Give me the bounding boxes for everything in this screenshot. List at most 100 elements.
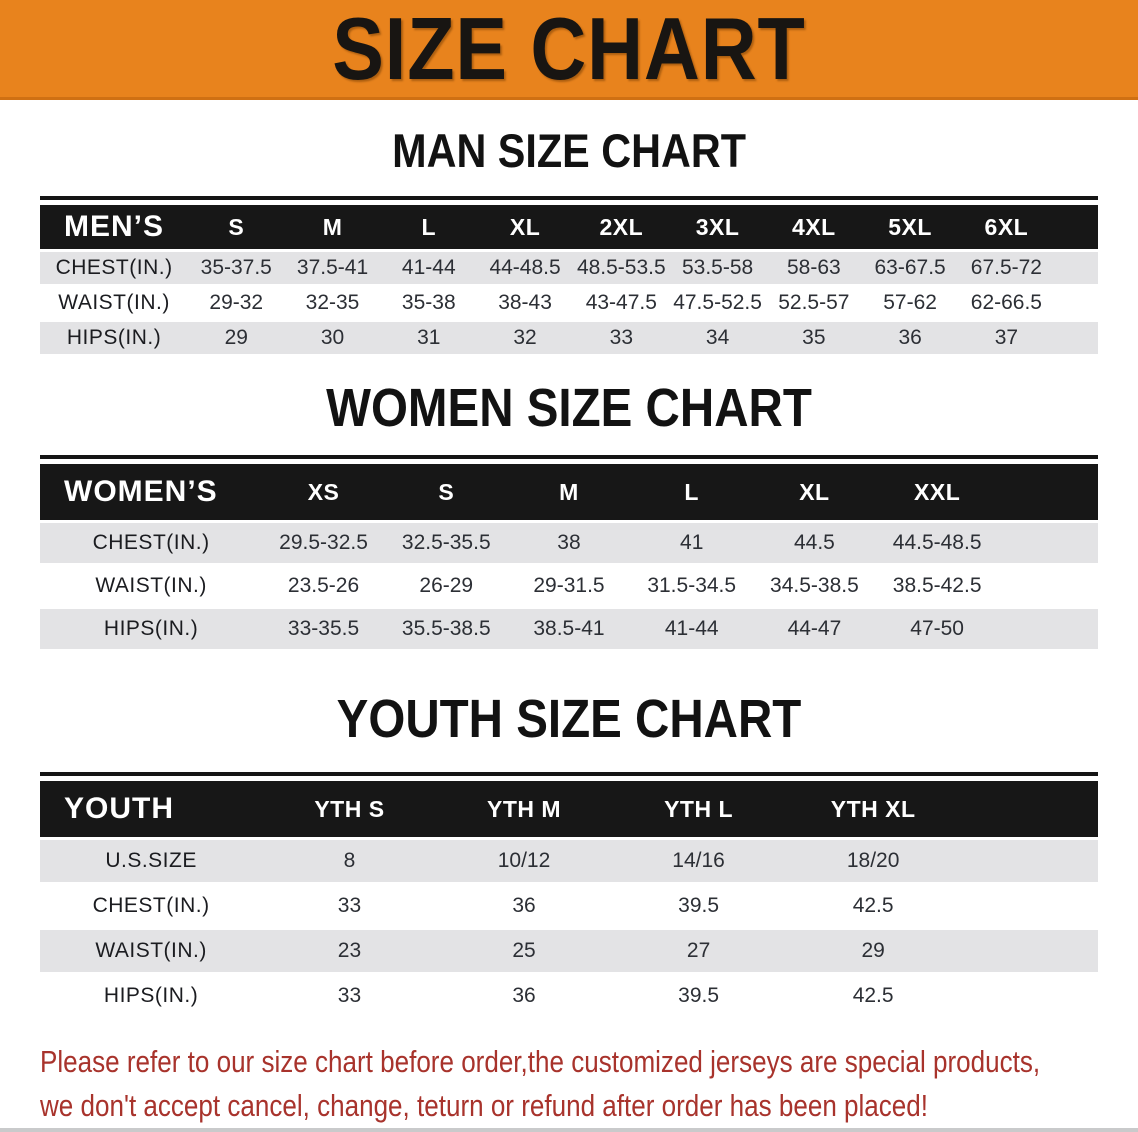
women-size-col-s: S	[384, 464, 508, 520]
bottom-edge-line	[0, 1128, 1138, 1132]
youth-size-chart-heading: YOUTH SIZE CHART	[0, 692, 1138, 746]
row-label: HIPS(IN.)	[40, 975, 263, 1017]
size-value: 47.5-52.5	[669, 287, 766, 319]
size-value: 41	[630, 523, 754, 563]
youth-hips-row: HIPS(IN.) 33 36 39.5 42.5	[40, 975, 1098, 1017]
size-value: 44-48.5	[476, 252, 574, 284]
men-header-row: MEN’S S M L XL 2XL 3XL 4XL 5XL 6XL	[40, 205, 1098, 249]
row-label: CHEST(IN.)	[40, 252, 189, 284]
men-size-col-3xl: 3XL	[669, 205, 766, 249]
row-filler	[960, 840, 1098, 882]
size-value: 44-47	[753, 609, 876, 649]
size-value: 32	[476, 322, 574, 354]
row-label: CHEST(IN.)	[40, 523, 263, 563]
row-filler	[1054, 322, 1098, 354]
men-size-col-m: M	[284, 205, 381, 249]
size-value: 67.5-72	[958, 252, 1055, 284]
men-size-table-block: MEN’S S M L XL 2XL 3XL 4XL 5XL 6XL CHEST…	[40, 196, 1098, 357]
row-filler	[1054, 287, 1098, 319]
row-label: WAIST(IN.)	[40, 930, 263, 972]
women-size-table: WOMEN’S XS S M L XL XXL CHEST(IN.) 29.5-…	[40, 461, 1098, 652]
size-value: 23.5-26	[262, 566, 385, 606]
size-value: 29-31.5	[507, 566, 631, 606]
men-hips-row: HIPS(IN.) 29 30 31 32 33 34 35 36 37	[40, 322, 1098, 354]
size-value: 33	[262, 975, 437, 1017]
size-value: 48.5-53.5	[573, 252, 670, 284]
men-size-col-xl: XL	[476, 205, 574, 249]
women-waist-row: WAIST(IN.) 23.5-26 26-29 29-31.5 31.5-34…	[40, 566, 1098, 606]
size-value: 8	[262, 840, 437, 882]
size-value: 23	[262, 930, 437, 972]
size-value: 35.5-38.5	[384, 609, 508, 649]
row-label: HIPS(IN.)	[40, 609, 263, 649]
men-size-col-s: S	[188, 205, 285, 249]
youth-band-filler	[960, 781, 1098, 837]
youth-ussize-row: U.S.SIZE 8 10/12 14/16 18/20	[40, 840, 1098, 882]
size-value: 42.5	[785, 975, 961, 1017]
men-size-col-4xl: 4XL	[765, 205, 862, 249]
size-value: 34	[669, 322, 766, 354]
size-value: 32-35	[284, 287, 381, 319]
size-value: 44.5-48.5	[875, 523, 999, 563]
row-filler	[998, 609, 1098, 649]
row-label: HIPS(IN.)	[40, 322, 189, 354]
size-value: 35-37.5	[188, 252, 285, 284]
size-value: 31	[380, 322, 477, 354]
youth-size-table: YOUTH YTH S YTH M YTH L YTH XL U.S.SIZE …	[40, 778, 1098, 1020]
youth-chest-row: CHEST(IN.) 33 36 39.5 42.5	[40, 885, 1098, 927]
size-value: 39.5	[611, 975, 786, 1017]
size-value: 36	[436, 885, 612, 927]
women-chest-row: CHEST(IN.) 29.5-32.5 32.5-35.5 38 41 44.…	[40, 523, 1098, 563]
row-filler	[960, 975, 1098, 1017]
women-size-chart-heading: WOMEN SIZE CHART	[0, 381, 1138, 435]
size-value: 38.5-42.5	[875, 566, 999, 606]
size-value: 36	[436, 975, 612, 1017]
women-header-row: WOMEN’S XS S M L XL XXL	[40, 464, 1098, 520]
youth-size-col-xl: YTH XL	[785, 781, 961, 837]
order-disclaimer: Please refer to our size chart before or…	[40, 1040, 1138, 1128]
men-size-col-6xl: 6XL	[958, 205, 1055, 249]
men-waist-row: WAIST(IN.) 29-32 32-35 35-38 38-43 43-47…	[40, 287, 1098, 319]
men-chest-row: CHEST(IN.) 35-37.5 37.5-41 41-44 44-48.5…	[40, 252, 1098, 284]
size-value: 38.5-41	[507, 609, 631, 649]
men-size-col-2xl: 2XL	[573, 205, 670, 249]
women-size-table-block: WOMEN’S XS S M L XL XXL CHEST(IN.) 29.5-…	[40, 455, 1098, 652]
size-value: 14/16	[611, 840, 786, 882]
row-label: CHEST(IN.)	[40, 885, 263, 927]
size-value: 36	[861, 322, 959, 354]
row-filler	[1054, 252, 1098, 284]
size-value: 25	[436, 930, 612, 972]
row-label: WAIST(IN.)	[40, 287, 189, 319]
size-value: 62-66.5	[958, 287, 1055, 319]
youth-size-table-block: YOUTH YTH S YTH M YTH L YTH XL U.S.SIZE …	[40, 772, 1098, 1020]
youth-waist-row: WAIST(IN.) 23 25 27 29	[40, 930, 1098, 972]
size-value: 38-43	[476, 287, 574, 319]
row-label: U.S.SIZE	[40, 840, 263, 882]
size-value: 33-35.5	[262, 609, 385, 649]
youth-band-label: YOUTH	[40, 781, 263, 837]
size-value: 32.5-35.5	[384, 523, 508, 563]
man-size-chart-heading: MAN SIZE CHART	[0, 127, 1138, 174]
size-value: 44.5	[753, 523, 876, 563]
size-value: 10/12	[436, 840, 612, 882]
row-label: WAIST(IN.)	[40, 566, 263, 606]
women-size-chart-heading-text: WOMEN SIZE CHART	[326, 378, 812, 438]
disclaimer-line-1: Please refer to our size chart before or…	[40, 1044, 1041, 1079]
youth-size-col-s: YTH S	[262, 781, 437, 837]
size-value: 58-63	[765, 252, 862, 284]
size-value: 26-29	[384, 566, 508, 606]
youth-size-chart-heading-text: YOUTH SIZE CHART	[336, 689, 802, 749]
row-filler	[998, 523, 1098, 563]
women-size-col-xl: XL	[753, 464, 876, 520]
size-value: 29-32	[188, 287, 285, 319]
size-value: 38	[507, 523, 631, 563]
size-value: 52.5-57	[765, 287, 862, 319]
size-value: 43-47.5	[573, 287, 670, 319]
size-chart-banner: SIZE CHART	[0, 0, 1138, 100]
size-value: 30	[284, 322, 381, 354]
men-band-label: MEN’S	[40, 205, 189, 249]
size-value: 18/20	[785, 840, 961, 882]
youth-header-row: YOUTH YTH S YTH M YTH L YTH XL	[40, 781, 1098, 837]
women-size-col-xxl: XXL	[875, 464, 999, 520]
